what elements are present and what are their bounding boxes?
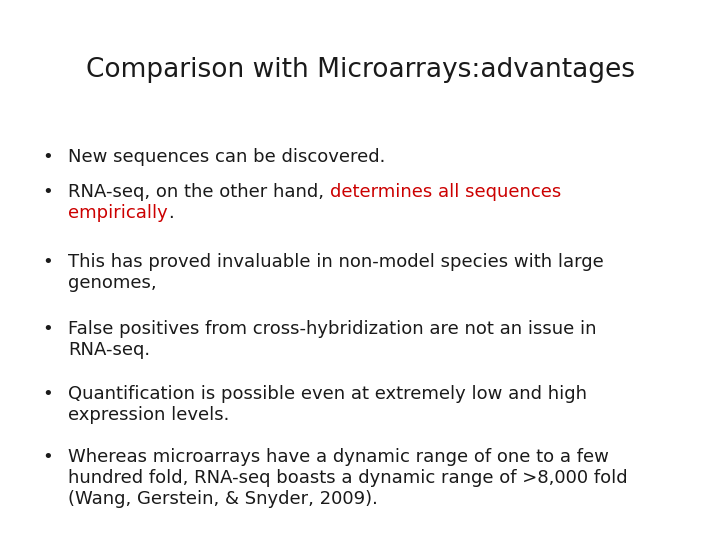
Text: •: • [42, 320, 53, 338]
Text: Whereas microarrays have a dynamic range of one to a few: Whereas microarrays have a dynamic range… [68, 448, 609, 466]
Text: This has proved invaluable in non-model species with large: This has proved invaluable in non-model … [68, 253, 604, 271]
Text: •: • [42, 253, 53, 271]
Text: •: • [42, 385, 53, 403]
Text: RNA-seq.: RNA-seq. [68, 341, 150, 359]
Text: •: • [42, 448, 53, 466]
Text: hundred fold, RNA-seq boasts a dynamic range of >8,000 fold: hundred fold, RNA-seq boasts a dynamic r… [68, 469, 628, 487]
Text: empirically: empirically [68, 204, 168, 222]
Text: •: • [42, 183, 53, 201]
Text: New sequences can be discovered.: New sequences can be discovered. [68, 148, 385, 166]
Text: (Wang, Gerstein, & Snyder, 2009).: (Wang, Gerstein, & Snyder, 2009). [68, 490, 378, 508]
Text: RNA-seq, on the other hand,: RNA-seq, on the other hand, [68, 183, 330, 201]
Text: Quantification is possible even at extremely low and high: Quantification is possible even at extre… [68, 385, 587, 403]
Text: •: • [42, 148, 53, 166]
Text: genomes,: genomes, [68, 274, 157, 292]
Text: expression levels.: expression levels. [68, 406, 230, 424]
Text: .: . [168, 204, 174, 222]
Text: determines all sequences: determines all sequences [330, 183, 561, 201]
Text: False positives from cross-hybridization are not an issue in: False positives from cross-hybridization… [68, 320, 596, 338]
Text: Comparison with Microarrays:advantages: Comparison with Microarrays:advantages [86, 57, 634, 83]
